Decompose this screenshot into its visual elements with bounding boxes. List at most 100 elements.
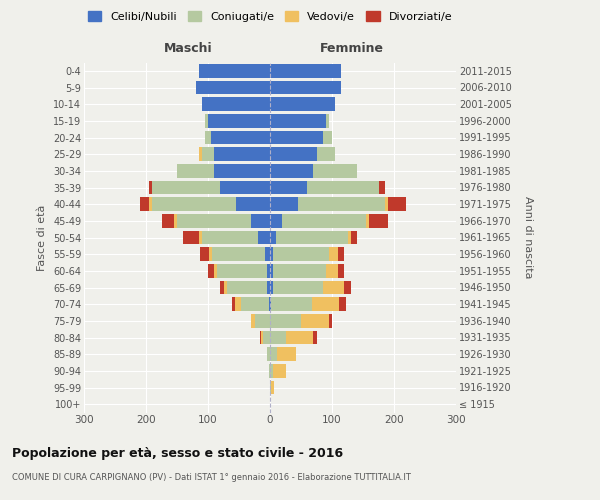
Bar	[323, 280, 344, 294]
Bar	[200, 248, 209, 261]
Bar	[267, 280, 270, 294]
Bar	[301, 314, 329, 328]
Text: COMUNE DI CURA CARPIGNANO (PV) - Dati ISTAT 1° gennaio 2016 - Elaborazione TUTTI: COMUNE DI CURA CARPIGNANO (PV) - Dati IS…	[12, 472, 411, 482]
Bar	[149, 180, 152, 194]
Bar	[235, 298, 241, 311]
Text: Maschi: Maschi	[164, 42, 212, 56]
Bar	[329, 248, 338, 261]
Bar	[196, 80, 270, 94]
Bar	[270, 248, 273, 261]
Bar	[270, 114, 326, 128]
Bar	[199, 64, 270, 78]
Bar	[270, 214, 283, 228]
Bar	[140, 198, 149, 211]
Bar	[270, 264, 273, 278]
Bar	[265, 248, 270, 261]
Bar	[209, 248, 212, 261]
Bar	[254, 314, 270, 328]
Bar	[199, 230, 202, 244]
Bar	[212, 248, 265, 261]
Bar	[270, 230, 276, 244]
Bar	[270, 164, 313, 177]
Bar	[350, 230, 357, 244]
Bar	[271, 380, 274, 394]
Bar	[211, 130, 270, 144]
Bar	[329, 314, 332, 328]
Bar	[273, 248, 329, 261]
Bar	[270, 64, 341, 78]
Bar	[270, 198, 298, 211]
Bar	[227, 280, 267, 294]
Bar	[152, 198, 236, 211]
Bar	[385, 198, 388, 211]
Bar	[174, 214, 177, 228]
Y-axis label: Anni di nascita: Anni di nascita	[523, 196, 533, 278]
Bar	[152, 180, 220, 194]
Bar	[273, 264, 326, 278]
Bar	[270, 364, 273, 378]
Bar	[326, 264, 338, 278]
Bar	[199, 148, 202, 161]
Bar	[217, 264, 267, 278]
Bar	[232, 298, 235, 311]
Bar	[177, 164, 214, 177]
Bar	[220, 280, 223, 294]
Bar	[307, 180, 379, 194]
Bar	[205, 130, 211, 144]
Bar	[270, 298, 271, 311]
Bar	[273, 364, 286, 378]
Bar	[388, 198, 406, 211]
Bar	[257, 230, 270, 244]
Bar	[208, 114, 270, 128]
Bar	[260, 330, 262, 344]
Bar	[205, 114, 208, 128]
Bar	[379, 180, 385, 194]
Bar	[270, 98, 335, 111]
Bar	[220, 180, 270, 194]
Bar	[286, 330, 313, 344]
Bar	[269, 364, 270, 378]
Bar	[202, 230, 257, 244]
Bar	[208, 264, 214, 278]
Bar	[236, 198, 270, 211]
Bar	[202, 98, 270, 111]
Bar	[202, 148, 214, 161]
Bar	[326, 114, 329, 128]
Bar	[340, 298, 346, 311]
Bar	[313, 330, 317, 344]
Legend: Celibi/Nubili, Coniugati/e, Vedovi/e, Divorziati/e: Celibi/Nubili, Coniugati/e, Vedovi/e, Di…	[85, 8, 455, 25]
Bar	[267, 264, 270, 278]
Text: Popolazione per età, sesso e stato civile - 2016: Popolazione per età, sesso e stato civil…	[12, 448, 343, 460]
Bar	[273, 280, 323, 294]
Bar	[313, 164, 357, 177]
Bar	[270, 348, 277, 361]
Bar	[270, 80, 341, 94]
Bar	[251, 214, 270, 228]
Bar	[271, 298, 311, 311]
Bar	[183, 230, 199, 244]
Bar	[270, 180, 307, 194]
Bar	[270, 330, 286, 344]
Text: Femmine: Femmine	[320, 42, 384, 56]
Bar	[214, 148, 270, 161]
Bar	[267, 348, 270, 361]
Bar	[270, 280, 273, 294]
Bar	[338, 248, 344, 261]
Bar	[263, 330, 270, 344]
Bar	[177, 214, 251, 228]
Bar	[161, 214, 174, 228]
Bar	[262, 330, 263, 344]
Bar	[270, 148, 317, 161]
Bar	[283, 214, 366, 228]
Bar	[369, 214, 388, 228]
Bar	[338, 264, 344, 278]
Bar	[214, 264, 217, 278]
Bar	[298, 198, 385, 211]
Bar	[214, 164, 270, 177]
Bar	[344, 280, 350, 294]
Bar	[276, 230, 347, 244]
Bar	[270, 130, 323, 144]
Bar	[347, 230, 350, 244]
Y-axis label: Fasce di età: Fasce di età	[37, 204, 47, 270]
Bar	[323, 130, 332, 144]
